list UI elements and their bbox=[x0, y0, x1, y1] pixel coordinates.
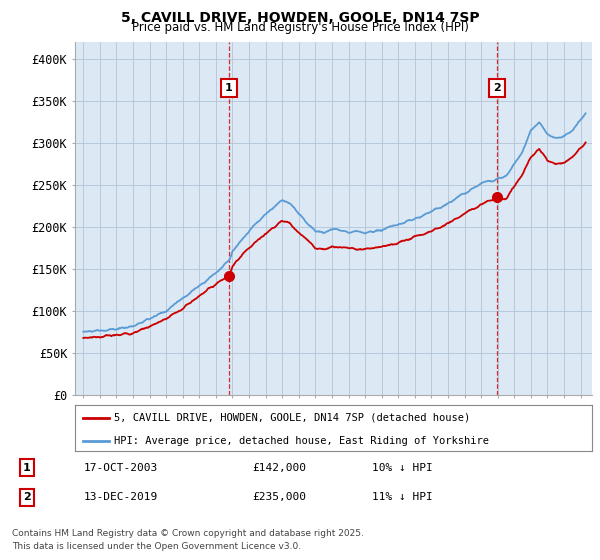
Text: This data is licensed under the Open Government Licence v3.0.: This data is licensed under the Open Gov… bbox=[12, 542, 301, 551]
Text: 1: 1 bbox=[225, 83, 233, 93]
Text: 5, CAVILL DRIVE, HOWDEN, GOOLE, DN14 7SP (detached house): 5, CAVILL DRIVE, HOWDEN, GOOLE, DN14 7SP… bbox=[114, 413, 470, 423]
Text: £235,000: £235,000 bbox=[252, 492, 306, 502]
Text: 5, CAVILL DRIVE, HOWDEN, GOOLE, DN14 7SP: 5, CAVILL DRIVE, HOWDEN, GOOLE, DN14 7SP bbox=[121, 11, 479, 25]
Text: HPI: Average price, detached house, East Riding of Yorkshire: HPI: Average price, detached house, East… bbox=[114, 436, 489, 446]
Text: Price paid vs. HM Land Registry's House Price Index (HPI): Price paid vs. HM Land Registry's House … bbox=[131, 21, 469, 34]
Text: Contains HM Land Registry data © Crown copyright and database right 2025.: Contains HM Land Registry data © Crown c… bbox=[12, 529, 364, 538]
Text: 17-OCT-2003: 17-OCT-2003 bbox=[84, 463, 158, 473]
Text: 13-DEC-2019: 13-DEC-2019 bbox=[84, 492, 158, 502]
Text: £142,000: £142,000 bbox=[252, 463, 306, 473]
Text: 10% ↓ HPI: 10% ↓ HPI bbox=[372, 463, 433, 473]
Text: 1: 1 bbox=[23, 463, 31, 473]
Text: 11% ↓ HPI: 11% ↓ HPI bbox=[372, 492, 433, 502]
Text: 2: 2 bbox=[23, 492, 31, 502]
Text: 2: 2 bbox=[493, 83, 501, 93]
